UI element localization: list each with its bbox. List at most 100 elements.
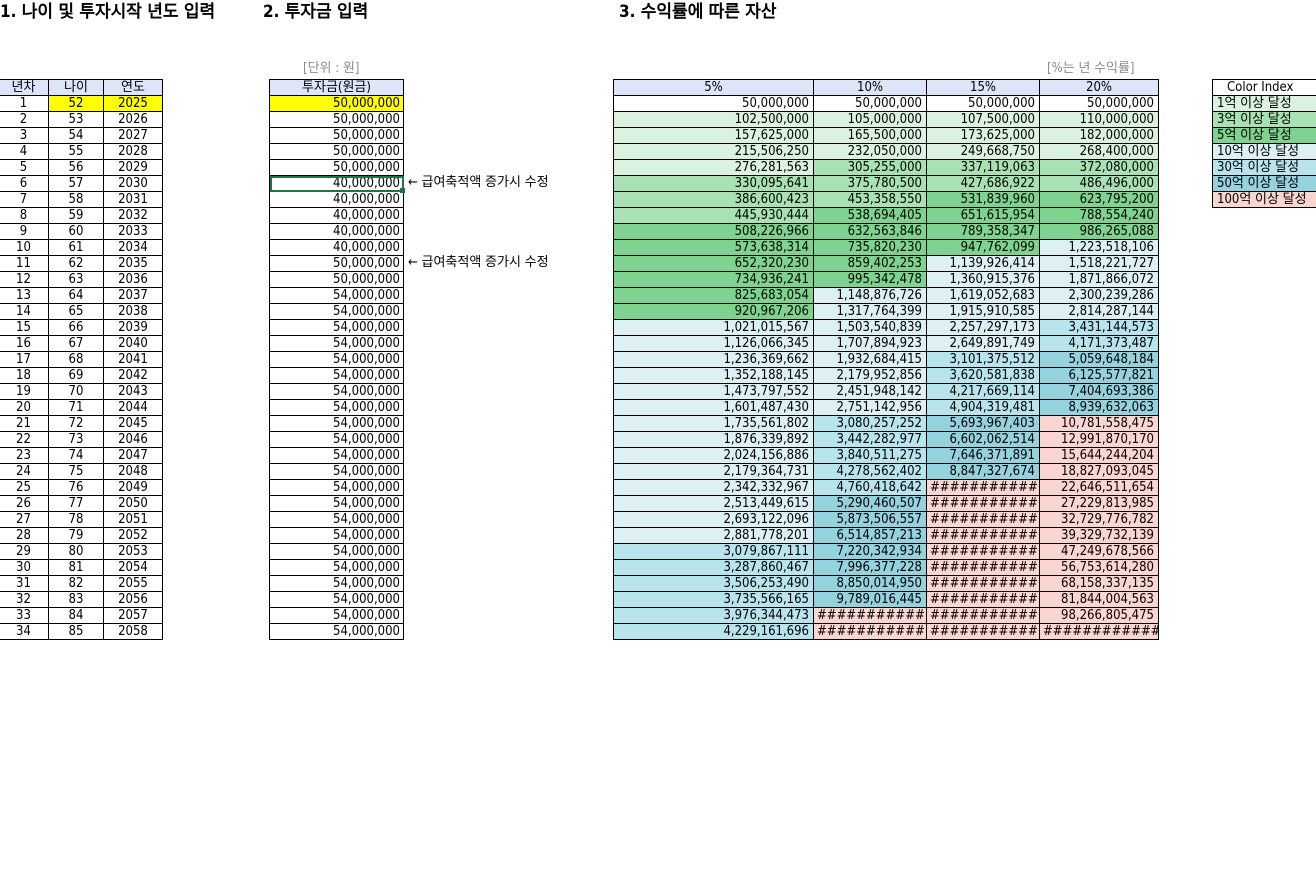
- cell-asset-value[interactable]: ###########: [926, 623, 1040, 640]
- cell-year-count[interactable]: 34: [0, 623, 49, 640]
- cell-investment[interactable]: 54,000,000: [269, 399, 404, 416]
- cell-investment[interactable]: 54,000,000: [269, 607, 404, 624]
- cell-asset-value[interactable]: 445,930,444: [613, 207, 814, 224]
- cell-asset-value[interactable]: 1,360,915,376: [926, 271, 1040, 288]
- cell-investment[interactable]: 54,000,000: [269, 415, 404, 432]
- cell-asset-value[interactable]: 47,249,678,566: [1039, 543, 1159, 560]
- cell-age[interactable]: 61: [48, 239, 104, 256]
- cell-asset-value[interactable]: ###########: [926, 527, 1040, 544]
- cell-asset-value[interactable]: 2,881,778,201: [613, 527, 814, 544]
- cell-asset-value[interactable]: 3,431,144,573: [1039, 319, 1159, 336]
- cell-year[interactable]: 2025: [103, 95, 163, 112]
- cell-investment[interactable]: 40,000,000: [269, 207, 404, 224]
- cell-asset-value[interactable]: ###########: [813, 607, 927, 624]
- cell-asset-value[interactable]: 825,683,054: [613, 287, 814, 304]
- cell-asset-value[interactable]: 3,442,282,977: [813, 431, 927, 448]
- cell-year[interactable]: 2039: [103, 319, 163, 336]
- cell-age[interactable]: 57: [48, 175, 104, 192]
- cell-age[interactable]: 83: [48, 591, 104, 608]
- cell-age[interactable]: 80: [48, 543, 104, 560]
- cell-asset-value[interactable]: 453,358,550: [813, 191, 927, 208]
- cell-asset-value[interactable]: 538,694,405: [813, 207, 927, 224]
- cell-investment[interactable]: 54,000,000: [269, 351, 404, 368]
- cell-year-count[interactable]: 19: [0, 383, 49, 400]
- cell-investment[interactable]: 54,000,000: [269, 431, 404, 448]
- cell-asset-value[interactable]: ###########: [926, 575, 1040, 592]
- cell-asset-value[interactable]: 1,223,518,106: [1039, 239, 1159, 256]
- cell-asset-value[interactable]: ###########: [926, 559, 1040, 576]
- cell-year[interactable]: 2043: [103, 383, 163, 400]
- cell-year-count[interactable]: 16: [0, 335, 49, 352]
- cell-asset-value[interactable]: 232,050,000: [813, 143, 927, 160]
- cell-asset-value[interactable]: 50,000,000: [1039, 95, 1159, 112]
- cell-asset-value[interactable]: ###########: [813, 623, 927, 640]
- cell-asset-value[interactable]: 3,620,581,838: [926, 367, 1040, 384]
- cell-investment[interactable]: 54,000,000: [269, 511, 404, 528]
- cell-year-count[interactable]: 14: [0, 303, 49, 320]
- cell-age[interactable]: 66: [48, 319, 104, 336]
- cell-age[interactable]: 75: [48, 463, 104, 480]
- cell-asset-value[interactable]: 5,693,967,403: [926, 415, 1040, 432]
- cell-asset-value[interactable]: 947,762,099: [926, 239, 1040, 256]
- cell-investment[interactable]: 50,000,000: [269, 127, 404, 144]
- cell-year[interactable]: 2028: [103, 143, 163, 160]
- cell-asset-value[interactable]: 7,404,693,386: [1039, 383, 1159, 400]
- cell-year-count[interactable]: 28: [0, 527, 49, 544]
- cell-year[interactable]: 2046: [103, 431, 163, 448]
- cell-age[interactable]: 72: [48, 415, 104, 432]
- cell-asset-value[interactable]: 2,814,287,144: [1039, 303, 1159, 320]
- cell-asset-value[interactable]: 995,342,478: [813, 271, 927, 288]
- cell-year-count[interactable]: 22: [0, 431, 49, 448]
- cell-asset-value[interactable]: 1,021,015,567: [613, 319, 814, 336]
- cell-age[interactable]: 71: [48, 399, 104, 416]
- cell-asset-value[interactable]: 276,281,563: [613, 159, 814, 176]
- cell-asset-value[interactable]: 3,506,253,490: [613, 575, 814, 592]
- cell-age[interactable]: 78: [48, 511, 104, 528]
- cell-asset-value[interactable]: 107,500,000: [926, 111, 1040, 128]
- cell-age[interactable]: 63: [48, 271, 104, 288]
- cell-asset-value[interactable]: 651,615,954: [926, 207, 1040, 224]
- cell-age[interactable]: 64: [48, 287, 104, 304]
- cell-asset-value[interactable]: 2,693,122,096: [613, 511, 814, 528]
- cell-year-count[interactable]: 8: [0, 207, 49, 224]
- cell-asset-value[interactable]: 372,080,000: [1039, 159, 1159, 176]
- cell-age[interactable]: 53: [48, 111, 104, 128]
- cell-asset-value[interactable]: 508,226,966: [613, 223, 814, 240]
- cell-age[interactable]: 60: [48, 223, 104, 240]
- cell-investment[interactable]: 54,000,000: [269, 591, 404, 608]
- cell-asset-value[interactable]: 531,839,960: [926, 191, 1040, 208]
- cell-asset-value[interactable]: 6,125,577,821: [1039, 367, 1159, 384]
- cell-year-count[interactable]: 26: [0, 495, 49, 512]
- cell-age[interactable]: 67: [48, 335, 104, 352]
- cell-year[interactable]: 2044: [103, 399, 163, 416]
- cell-asset-value[interactable]: 337,119,063: [926, 159, 1040, 176]
- cell-investment[interactable]: 54,000,000: [269, 575, 404, 592]
- cell-asset-value[interactable]: 4,171,373,487: [1039, 335, 1159, 352]
- cell-asset-value[interactable]: ############: [1039, 623, 1159, 640]
- cell-asset-value[interactable]: 2,257,297,173: [926, 319, 1040, 336]
- cell-age[interactable]: 55: [48, 143, 104, 160]
- cell-year[interactable]: 2052: [103, 527, 163, 544]
- cell-year-count[interactable]: 7: [0, 191, 49, 208]
- fill-handle[interactable]: [400, 188, 405, 193]
- cell-asset-value[interactable]: 386,600,423: [613, 191, 814, 208]
- cell-year-count[interactable]: 32: [0, 591, 49, 608]
- cell-year-count[interactable]: 6: [0, 175, 49, 192]
- cell-asset-value[interactable]: 10,781,558,475: [1039, 415, 1159, 432]
- cell-asset-value[interactable]: 3,079,867,111: [613, 543, 814, 560]
- cell-asset-value[interactable]: 3,287,860,467: [613, 559, 814, 576]
- cell-year[interactable]: 2036: [103, 271, 163, 288]
- cell-asset-value[interactable]: 102,500,000: [613, 111, 814, 128]
- cell-year[interactable]: 2030: [103, 175, 163, 192]
- cell-year[interactable]: 2027: [103, 127, 163, 144]
- cell-year-count[interactable]: 20: [0, 399, 49, 416]
- cell-year[interactable]: 2050: [103, 495, 163, 512]
- cell-asset-value[interactable]: 3,840,511,275: [813, 447, 927, 464]
- cell-year[interactable]: 2048: [103, 463, 163, 480]
- cell-year-count[interactable]: 13: [0, 287, 49, 304]
- cell-asset-value[interactable]: ###########: [926, 511, 1040, 528]
- cell-asset-value[interactable]: 789,358,347: [926, 223, 1040, 240]
- cell-year[interactable]: 2051: [103, 511, 163, 528]
- cell-age[interactable]: 74: [48, 447, 104, 464]
- cell-asset-value[interactable]: 8,939,632,063: [1039, 399, 1159, 416]
